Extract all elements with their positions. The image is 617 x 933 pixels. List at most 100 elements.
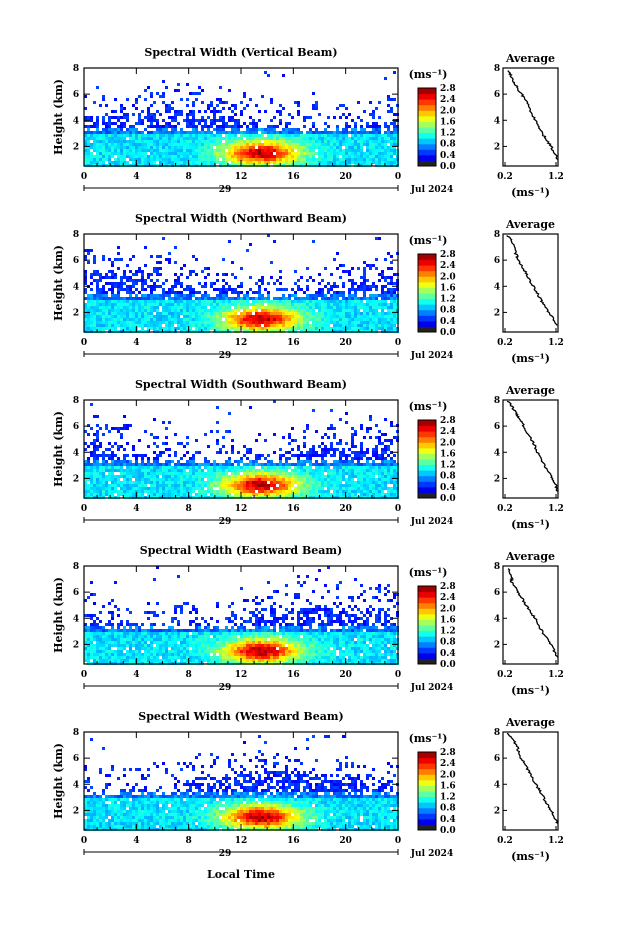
heatmap-cell [273, 324, 276, 327]
heatmap-cell [300, 146, 303, 149]
heatmap-cell [207, 445, 210, 448]
heatmap-cell [276, 463, 279, 466]
y-tick-label: 2 [73, 142, 79, 152]
heatmap-cell [324, 134, 327, 137]
heatmap-cell [135, 300, 138, 303]
heatmap-cell [285, 490, 288, 493]
heatmap-cell [90, 469, 93, 472]
heatmap-cell [207, 466, 210, 469]
heatmap-cell [351, 439, 354, 442]
heatmap-cell [342, 134, 345, 137]
heatmap-cell [228, 490, 231, 493]
heatmap-cell [216, 152, 219, 155]
heatmap-cell [390, 318, 393, 321]
heatmap-cell [327, 315, 330, 318]
heatmap-cell [111, 146, 114, 149]
heatmap-cell [378, 131, 381, 134]
heatmap-cell [114, 282, 117, 285]
heatmap-cell [111, 315, 114, 318]
heatmap-cell [300, 158, 303, 161]
heatmap-cell [273, 451, 276, 454]
heatmap-cell [297, 149, 300, 152]
heatmap-cell [192, 306, 195, 309]
heatmap-cell [336, 321, 339, 324]
heatmap-cell [213, 122, 216, 125]
heatmap-cell [165, 460, 168, 463]
heatmap-cell [132, 291, 135, 294]
heatmap-cell [108, 149, 111, 152]
heatmap-cell [276, 327, 279, 330]
heatmap-cell [321, 460, 324, 463]
heatmap-cell [336, 252, 339, 255]
heatmap-cell [351, 469, 354, 472]
heatmap-cell [225, 137, 228, 140]
heatmap-cell [348, 113, 351, 116]
heatmap-cell [276, 137, 279, 140]
heatmap-cell [297, 101, 300, 104]
heatmap-cell [318, 454, 321, 457]
heatmap-cell [108, 276, 111, 279]
heatmap-cell [153, 436, 156, 439]
heatmap-cell [300, 155, 303, 158]
heatmap-cell [273, 161, 276, 164]
heatmap-cell [153, 134, 156, 137]
heatmap-cell [318, 294, 321, 297]
heatmap-cell [159, 255, 162, 258]
heatmap-cell [186, 442, 189, 445]
heatmap-cell [117, 303, 120, 306]
heatmap-cell [111, 143, 114, 146]
x-tick-label: 20 [339, 338, 352, 348]
heatmap-cell [111, 490, 114, 493]
heatmap-cell [264, 155, 267, 158]
heatmap-cell [150, 131, 153, 134]
heatmap-cell [165, 122, 168, 125]
heatmap-cell [294, 146, 297, 149]
heatmap-cell [90, 303, 93, 306]
heatmap-cell [318, 300, 321, 303]
heatmap-cell [354, 146, 357, 149]
heatmap-cell [162, 309, 165, 312]
heatmap-cell [384, 321, 387, 324]
heatmap-cell [249, 158, 252, 161]
heatmap-cell [309, 300, 312, 303]
heatmap-cell [390, 327, 393, 330]
heatmap-cell [303, 303, 306, 306]
heatmap-cell [174, 282, 177, 285]
heatmap-cell [270, 128, 273, 131]
heatmap-cell [297, 460, 300, 463]
heatmap-cell [357, 454, 360, 457]
heatmap-cell [99, 161, 102, 164]
heatmap-cell [195, 92, 198, 95]
heatmap-cell [285, 318, 288, 321]
heatmap-cell [195, 98, 198, 101]
heatmap-cell [228, 412, 231, 415]
heatmap-cell [177, 122, 180, 125]
heatmap-cell [114, 312, 117, 315]
heatmap-cell [282, 321, 285, 324]
heatmap-cell [126, 466, 129, 469]
heatmap-cell [249, 318, 252, 321]
heatmap-cell [390, 276, 393, 279]
heatmap-cell [288, 484, 291, 487]
heatmap-cell [282, 146, 285, 149]
heatmap-cell [279, 149, 282, 152]
heatmap-cell [327, 146, 330, 149]
heatmap-cell [285, 493, 288, 496]
heatmap-cell [87, 433, 90, 436]
heatmap-cell [255, 454, 258, 457]
heatmap-cell [276, 472, 279, 475]
heatmap-cell [339, 312, 342, 315]
heatmap-cell [174, 273, 177, 276]
heatmap-cell [96, 424, 99, 427]
heatmap-cell [144, 128, 147, 131]
heatmap-cell [159, 146, 162, 149]
heatmap-cell [111, 110, 114, 113]
heatmap-cell [96, 143, 99, 146]
heatmap-cell [90, 427, 93, 430]
heatmap-cell [336, 309, 339, 312]
heatmap-cell [240, 457, 243, 460]
heatmap-cell [216, 288, 219, 291]
heatmap-cell [138, 478, 141, 481]
heatmap-cell [87, 158, 90, 161]
heatmap-cell [135, 134, 138, 137]
